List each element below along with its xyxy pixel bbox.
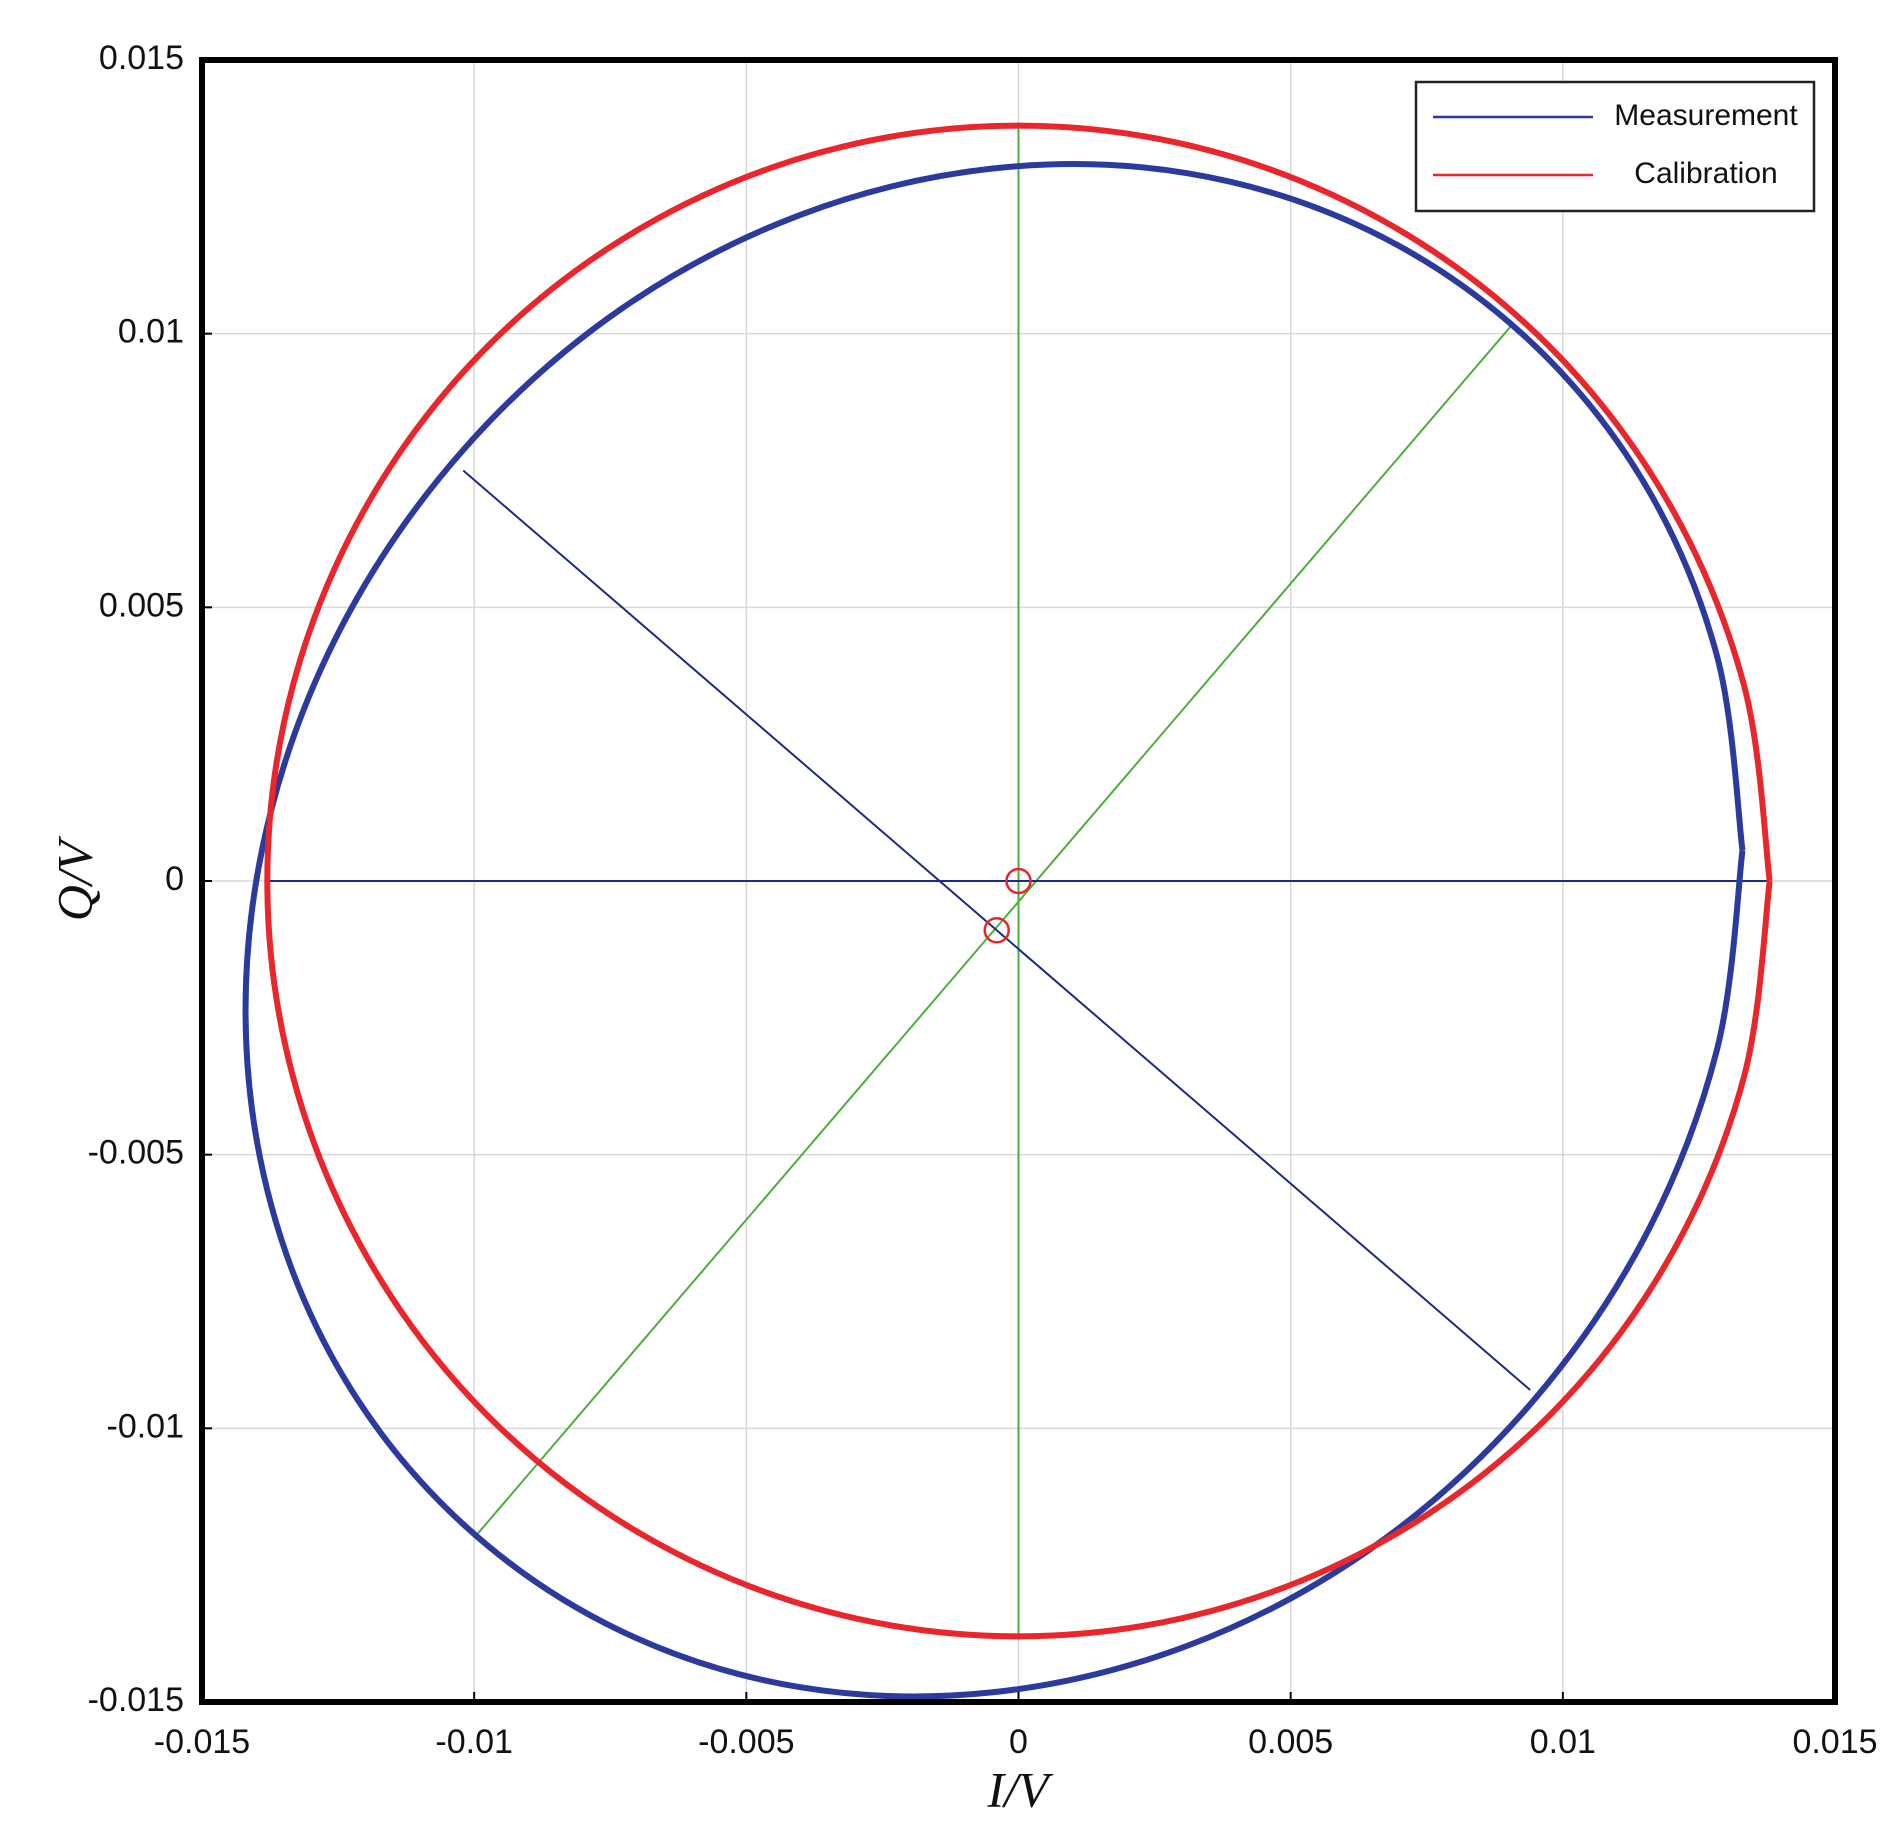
x-tick-label: 0.015	[1792, 1723, 1877, 1761]
center-marker	[983, 917, 1010, 944]
x-tick-label: 0.005	[1248, 1723, 1333, 1761]
plot-frame	[199, 57, 1838, 1705]
center-marker	[1005, 867, 1032, 895]
x-tick-label: 0.01	[1530, 1723, 1596, 1761]
y-tick-label: 0.015	[99, 39, 184, 77]
y-tick-label: 0.005	[99, 586, 184, 624]
x-tick-label: -0.01	[435, 1723, 513, 1761]
x-tick-label: 0	[1009, 1723, 1028, 1761]
x-axis-title: I/V	[986, 1761, 1054, 1817]
legend-box	[1414, 80, 1816, 213]
guide-line	[462, 469, 1531, 1391]
y-tick-label: -0.015	[88, 1681, 184, 1719]
y-tick-label: 0	[165, 860, 184, 898]
y-axis-title: Q/V	[46, 835, 102, 921]
guide-line	[473, 322, 1515, 1539]
y-tick-label: 0.01	[118, 313, 184, 351]
x-tick-label: -0.015	[154, 1723, 250, 1761]
x-tick-label: -0.005	[698, 1723, 794, 1761]
y-tick-label: -0.01	[107, 1407, 185, 1445]
series-line	[264, 122, 1773, 1640]
legend-label: Measurement	[1614, 99, 1798, 132]
y-tick-label: -0.005	[88, 1134, 184, 1172]
legend-label: Calibration	[1634, 157, 1777, 190]
